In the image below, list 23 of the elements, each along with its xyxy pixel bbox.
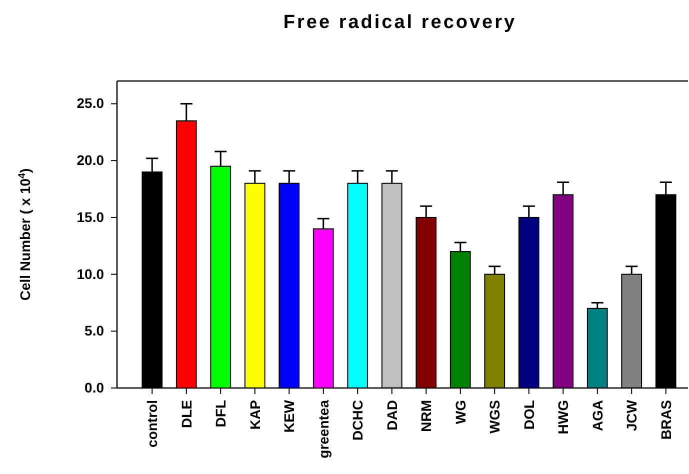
x-tick-label: KEW (281, 399, 298, 433)
y-tick-label: 20.0 (76, 152, 104, 168)
x-tick-label: DFL (212, 400, 229, 428)
y-tick-label: 0.0 (84, 379, 104, 396)
x-tick-label: BRAS (658, 400, 674, 440)
x-tick-label: control (144, 400, 160, 448)
chart-title: Free radical recovery (283, 12, 517, 33)
x-tick-label: DAD (384, 400, 400, 430)
x-tick-label: NRM (418, 400, 434, 432)
y-tick-label: 15.0 (76, 208, 104, 225)
x-tick-label: DCHC (350, 400, 366, 440)
x-tick-label: HWG (555, 400, 572, 434)
y-tick-label: 5.0 (84, 322, 104, 339)
x-tick-label: WG (452, 400, 468, 424)
x-tick-label: DLE (178, 400, 194, 428)
x-tick-label: KAP (246, 400, 263, 430)
x-tick-label: WGS (486, 400, 503, 434)
y-tick-label: 25.0 (76, 95, 104, 112)
y-tick-label: 10.0 (76, 266, 104, 282)
x-tick-label: DOL (520, 400, 537, 430)
x-tick-label: greentea (315, 400, 332, 458)
x-tick-label: AGA (589, 400, 606, 432)
x-tick-label: JCW (624, 399, 640, 432)
